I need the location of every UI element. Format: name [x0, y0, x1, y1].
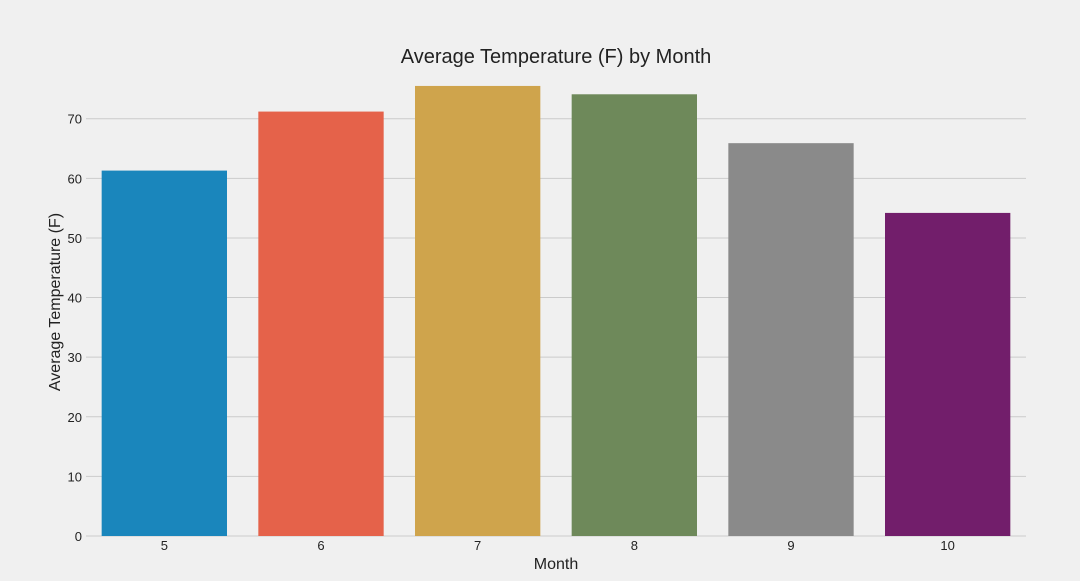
chart-title: Average Temperature (F) by Month: [401, 46, 712, 68]
x-axis-label: Month: [534, 556, 578, 573]
y-axis-label: Average Temperature (F): [47, 213, 64, 391]
y-tick-label: 10: [68, 469, 82, 484]
y-tick-label: 70: [68, 112, 82, 127]
bar-month-6: [258, 111, 384, 536]
x-tick-label: 8: [631, 538, 638, 553]
bar-month-8: [571, 94, 697, 536]
y-tick-label: 50: [68, 231, 82, 246]
x-tick-label: 5: [161, 538, 168, 553]
x-tick-label: 6: [317, 538, 324, 553]
bar-month-9: [728, 143, 854, 536]
y-tick-label: 20: [68, 410, 82, 425]
x-tick-label: 9: [787, 538, 794, 553]
y-tick-labels: 0 10 20 30 40 50 60 70: [68, 112, 82, 544]
y-tick-label: 40: [68, 291, 82, 306]
x-tick-label: 7: [474, 538, 481, 553]
bars: [101, 85, 1011, 536]
x-tick-label: 10: [940, 538, 954, 553]
y-tick-label: 60: [68, 171, 82, 186]
bar-month-7: [415, 85, 541, 536]
y-tick-label: 0: [75, 529, 82, 544]
x-tick-labels: 5 6 7 8 9 10: [161, 538, 955, 553]
bar-month-5: [101, 170, 227, 536]
y-tick-label: 30: [68, 350, 82, 365]
gridlines: [86, 118, 1026, 537]
bar-month-10: [885, 212, 1011, 536]
